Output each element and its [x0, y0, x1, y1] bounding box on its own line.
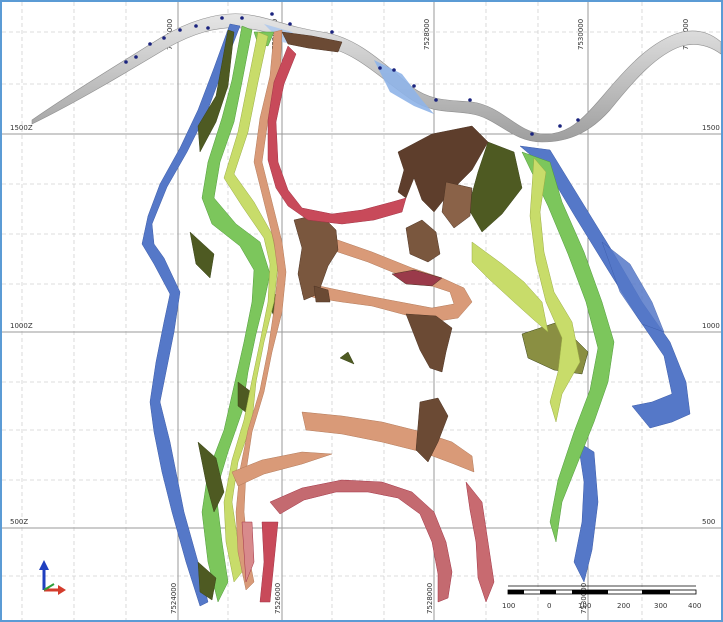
- brown-grade-shell[interactable]: [281, 31, 489, 463]
- y-label-right: 1500: [702, 124, 720, 132]
- x-label-bottom: 7526000: [274, 583, 282, 614]
- y-label-left: 500Z: [10, 518, 28, 526]
- y-label-left: 1000Z: [10, 322, 33, 330]
- drill-collars: [124, 12, 580, 136]
- x-label-top: 7528000: [423, 19, 431, 50]
- y-label-right: 500: [702, 518, 715, 526]
- grid-labels-right: 1500 1000 500: [702, 124, 720, 526]
- salmon-grade-shell[interactable]: [231, 29, 475, 591]
- scale-bar: 100 0 100 200 300 400: [502, 585, 701, 610]
- scale-label: 100: [578, 602, 591, 610]
- scale-label: 0: [547, 602, 551, 610]
- x-label-bottom: 7524000: [170, 583, 178, 614]
- scale-label: 400: [688, 602, 701, 610]
- grid-labels-bottom: 7524000 7526000 7528000 7530000: [170, 583, 588, 614]
- scale-label: 200: [617, 602, 630, 610]
- y-label-left: 1500Z: [10, 124, 33, 132]
- blue-grade-shell[interactable]: [141, 23, 691, 607]
- axis-triad-icon[interactable]: [39, 560, 66, 595]
- x-label-bottom: 7530000: [580, 583, 588, 614]
- scale-label: 100: [502, 602, 515, 610]
- x-label-bottom: 7528000: [426, 583, 434, 614]
- yellow-grade-shell[interactable]: [223, 31, 581, 583]
- y-label-right: 1000: [702, 322, 720, 330]
- grid-labels-left: 1500Z 1000Z 500Z: [10, 124, 33, 526]
- topography-surface[interactable]: [31, 13, 721, 143]
- scale-label: 300: [654, 602, 667, 610]
- red-grade-shell[interactable]: [241, 45, 495, 603]
- x-label-top: 7530000: [577, 19, 585, 50]
